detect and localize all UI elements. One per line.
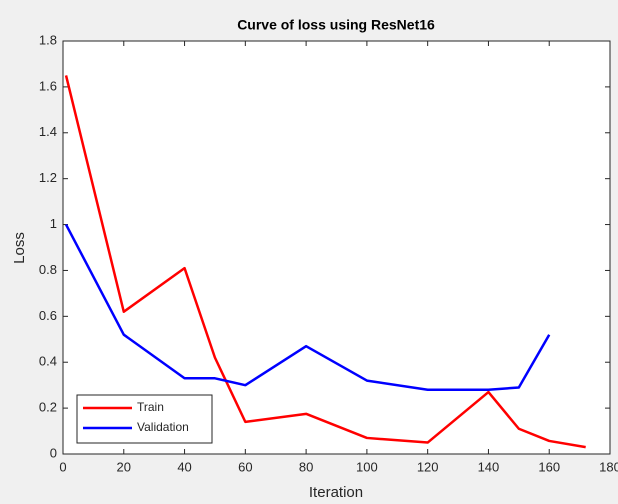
x-tick-label: 80 (299, 459, 313, 474)
x-axis-label: Iteration (309, 484, 363, 501)
y-tick-label: 1.4 (39, 124, 57, 139)
y-tick-label: 0.8 (39, 262, 57, 277)
line-series (64, 75, 586, 449)
x-tick-label: 160 (538, 459, 560, 474)
y-tick-label: 1 (50, 216, 57, 231)
x-tick-label: 180 (599, 459, 618, 474)
line-series (64, 223, 551, 392)
x-tick-label: 20 (117, 459, 131, 474)
y-tick-label: 1.8 (39, 32, 57, 47)
x-tick-label: 120 (417, 459, 439, 474)
y-tick-label: 0.6 (39, 308, 57, 323)
legend-box (76, 394, 213, 444)
plot-area (63, 41, 610, 454)
legend-label: Train (137, 400, 164, 414)
y-tick-label: 0 (50, 445, 57, 460)
x-tick-label: 0 (59, 459, 66, 474)
y-tick-label: 0.2 (39, 400, 57, 415)
chart-title: Curve of loss using ResNet16 (237, 17, 435, 33)
x-tick-label: 140 (478, 459, 500, 474)
x-tick-label: 40 (177, 459, 191, 474)
y-tick-label: 0.4 (39, 354, 57, 369)
y-tick-label: 1.6 (39, 78, 57, 93)
axes-box (62, 40, 611, 455)
y-axis-label: Loss (11, 232, 28, 264)
x-tick-label: 100 (356, 459, 378, 474)
y-tick-label: 1.2 (39, 170, 57, 185)
x-tick-label: 60 (238, 459, 252, 474)
legend-label: Validation (137, 420, 189, 434)
